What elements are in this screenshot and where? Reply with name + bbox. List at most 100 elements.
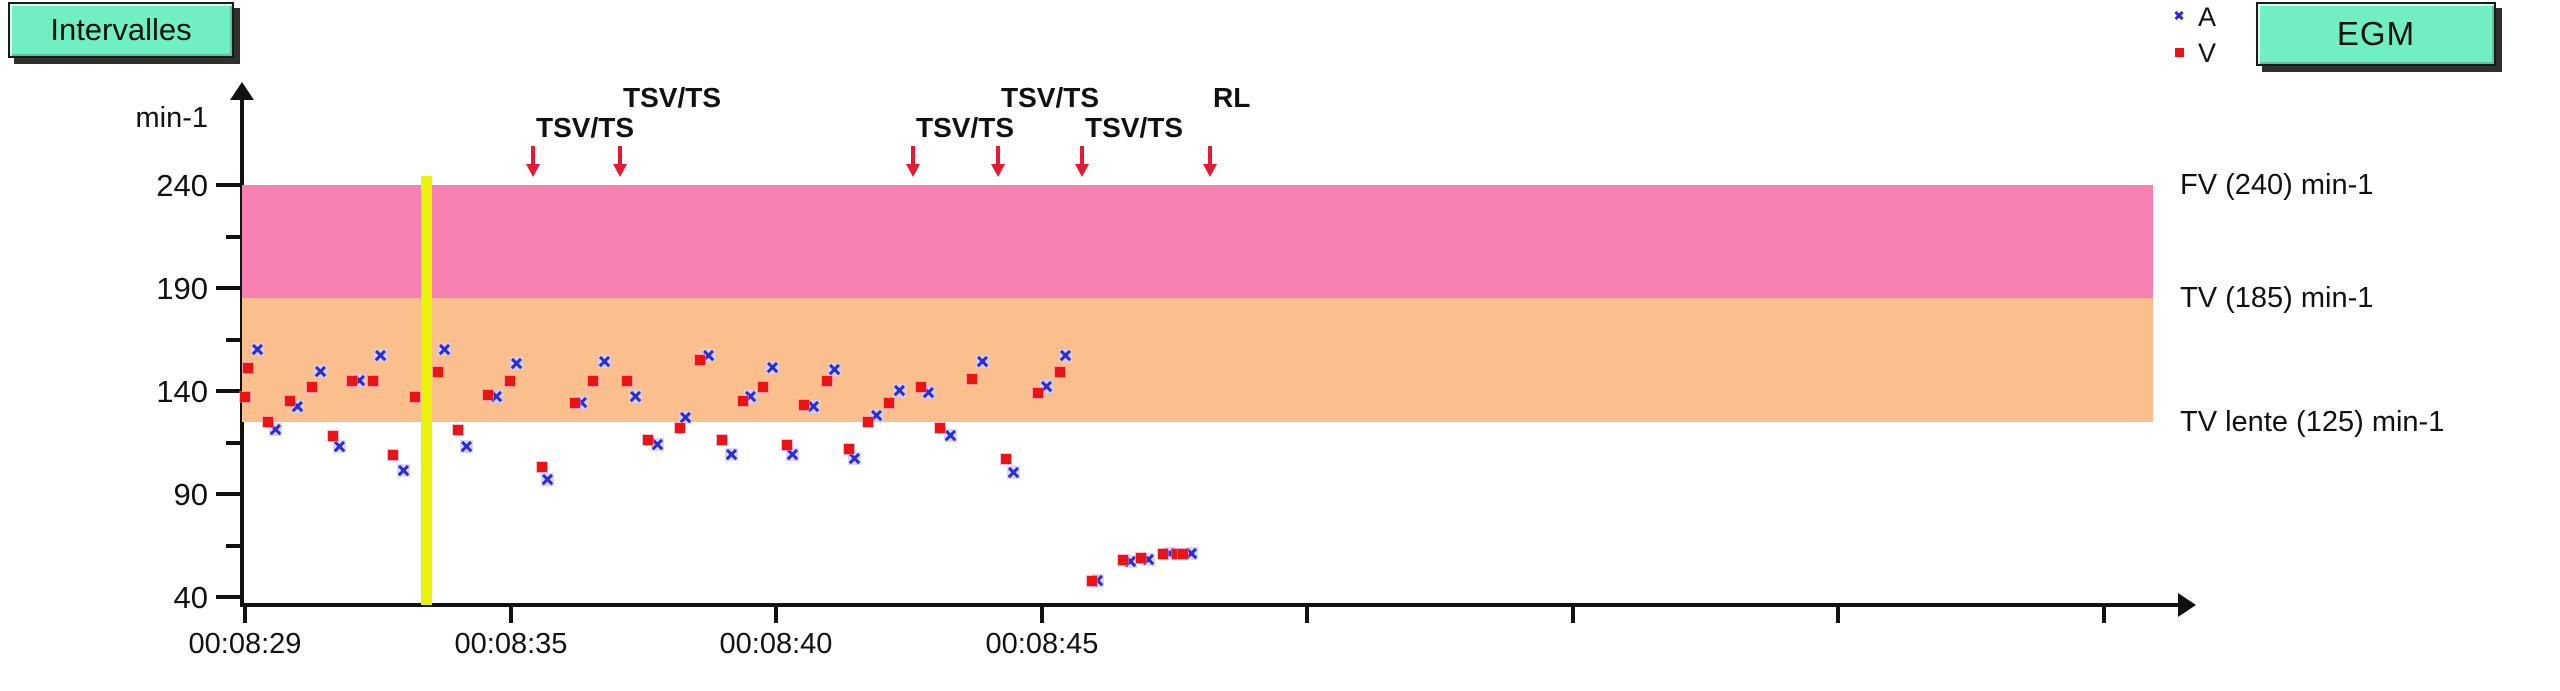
a-marker [807, 400, 820, 414]
v-marker [1033, 388, 1043, 399]
v-marker [863, 416, 873, 427]
a-marker [1007, 466, 1020, 480]
x-tick [2102, 605, 2106, 623]
v-marker [240, 392, 250, 403]
v-marker [738, 396, 748, 407]
a-marker [944, 429, 957, 443]
a-marker [766, 361, 779, 375]
a-marker [828, 363, 841, 377]
v-marker [433, 367, 443, 378]
x-tick-label: 00:08:29 [188, 628, 302, 660]
x-tick [1305, 605, 1309, 623]
v-marker [822, 375, 832, 386]
a-marker-icon [2174, 10, 2184, 20]
zone-band-tv [242, 298, 2153, 422]
a-marker [702, 348, 715, 362]
v-marker [570, 398, 580, 409]
y-tick-label: 90 [173, 477, 208, 512]
v-marker [453, 425, 463, 436]
v-marker [1055, 367, 1065, 378]
v-marker [916, 381, 926, 392]
episode-label-tsv-ts: TSV/TS [623, 82, 722, 113]
v-marker [1158, 548, 1168, 559]
episode-label-tsv-ts: TSV/TS [1001, 82, 1100, 113]
episode-label-tsv-ts: TSV/TS [536, 112, 635, 143]
arrow-stem [911, 146, 915, 166]
v-marker [1136, 552, 1146, 563]
a-marker [725, 447, 738, 461]
v-marker [537, 462, 547, 473]
a-marker [460, 439, 473, 453]
x-axis [240, 603, 2180, 607]
y-minor-tick [226, 543, 242, 548]
v-marker [263, 416, 273, 427]
y-tick-label: 40 [173, 580, 208, 615]
a-marker [490, 390, 503, 404]
v-marker [758, 381, 768, 392]
arrow-head [991, 164, 1005, 177]
a-marker [679, 410, 692, 424]
x-tick [1571, 605, 1575, 623]
zone-band-fv [242, 185, 2153, 299]
x-axis-arrow-icon [2178, 593, 2196, 617]
a-marker [1040, 379, 1053, 393]
legend-label: A [2198, 2, 2217, 32]
v-marker [368, 375, 378, 386]
v-marker [884, 398, 894, 409]
y-minor-tick [226, 234, 242, 239]
v-marker [967, 373, 977, 384]
a-marker [893, 384, 906, 397]
v-marker [622, 375, 632, 386]
egm-button-label: EGM [2336, 15, 2416, 52]
arrow-head [1075, 164, 1089, 177]
v-marker [285, 396, 295, 407]
a-marker [510, 357, 523, 371]
v-marker [643, 435, 653, 446]
a-marker [870, 408, 883, 422]
y-tick [216, 595, 242, 599]
a-marker [1059, 348, 1072, 362]
v-marker [328, 431, 338, 442]
zone-label: TV (185) min-1 [2180, 282, 2374, 315]
arrow-stem [618, 146, 622, 166]
x-tick [243, 605, 247, 623]
arrow-head [526, 164, 540, 177]
a-marker [629, 390, 642, 404]
v-marker [588, 375, 598, 386]
a-marker [786, 447, 799, 461]
x-tick-label: 00:08:40 [719, 628, 833, 660]
y-minor-tick [226, 337, 242, 342]
intervalles-button[interactable]: Intervalles [8, 2, 234, 58]
egm-button[interactable]: EGM [2256, 2, 2496, 66]
a-marker [333, 439, 346, 453]
a-marker [438, 342, 451, 356]
y-tick-label: 190 [156, 271, 208, 306]
a-marker [541, 472, 554, 486]
x-tick [774, 605, 778, 623]
y-minor-tick [226, 440, 242, 445]
episode-label-rl: RL [1213, 82, 1251, 113]
a-marker [397, 464, 410, 478]
arrow-stem [1080, 146, 1084, 166]
episode-arrow-icon [526, 146, 540, 178]
episode-label-tsv-ts: TSV/TS [916, 112, 1015, 143]
a-marker [251, 342, 264, 356]
x-tick [509, 605, 513, 623]
x-tick [1836, 605, 1840, 623]
v-marker [1001, 453, 1011, 464]
episode-label-tsv-ts: TSV/TS [1085, 112, 1184, 143]
v-marker [935, 423, 945, 434]
arrow-stem [531, 146, 535, 166]
v-marker-icon [2175, 48, 2184, 57]
v-marker [782, 439, 792, 450]
v-marker [695, 355, 705, 366]
v-marker [347, 375, 357, 386]
a-marker [651, 437, 664, 451]
episode-arrow-icon [991, 146, 1005, 178]
v-marker [799, 400, 809, 411]
x-tick-label: 00:08:45 [985, 628, 1099, 660]
v-marker [307, 381, 317, 392]
episode-arrow-icon [1075, 146, 1089, 178]
a-marker [848, 451, 861, 465]
